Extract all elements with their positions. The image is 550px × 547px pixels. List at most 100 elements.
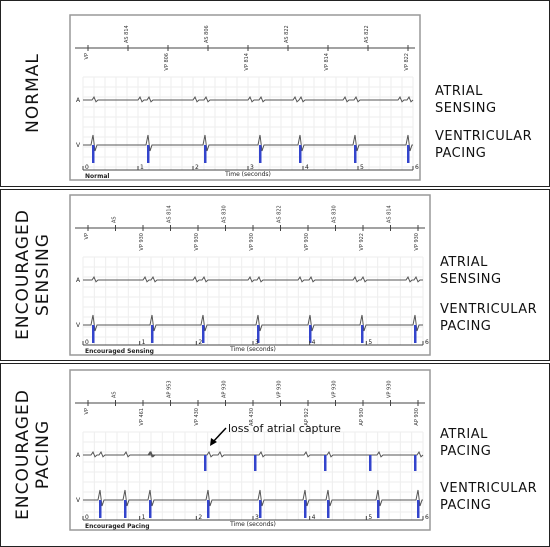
- time-tick-label: 0: [85, 514, 89, 521]
- time-tick-label: 1: [140, 164, 144, 171]
- annotation: loss of atrial capture: [228, 422, 341, 435]
- pace-spike: [124, 500, 127, 518]
- channel-description: VENTRICULAR: [440, 481, 537, 496]
- marker-label: AP 922: [304, 408, 310, 426]
- time-tick-label: 6: [415, 164, 419, 171]
- marker-label: VP 930: [332, 380, 338, 398]
- marker-label: VP 822: [404, 53, 410, 71]
- time-tick-label: 2: [195, 164, 199, 171]
- time-tick-label: 2: [198, 514, 202, 521]
- time-label: Time (seconds): [224, 171, 271, 178]
- channel-label: V: [76, 322, 81, 329]
- ventricular-trace: [83, 314, 423, 332]
- pace-spike: [149, 500, 152, 518]
- pace-spike: [99, 500, 102, 518]
- time-tick-label: 0: [85, 339, 89, 346]
- marker-label: AP 930: [222, 380, 228, 398]
- channel-description: PACING: [440, 498, 491, 513]
- time-tick-label: 4: [305, 164, 309, 171]
- marker-label: VP 930: [139, 233, 145, 251]
- strip-label: Normal: [85, 173, 109, 180]
- pace-spike: [207, 500, 210, 518]
- panel-title: ENCOURAGED: [13, 209, 33, 340]
- time-label: Time (seconds): [229, 521, 276, 528]
- pace-spike: [202, 325, 205, 343]
- marker-label: AS 822: [277, 205, 283, 223]
- time-tick-label: 4: [312, 339, 316, 346]
- marker-label: AS 822: [284, 25, 290, 43]
- marker-label: VP 814: [244, 53, 250, 71]
- channel-description: SENSING: [440, 272, 502, 287]
- pace-spike: [407, 145, 410, 163]
- marker-label: VP 461: [139, 408, 145, 426]
- time-tick-label: 5: [360, 164, 364, 171]
- channel-description: ATRIAL: [435, 84, 483, 99]
- pace-spike: [414, 325, 417, 343]
- channel-description: VENTRICULAR: [440, 302, 537, 317]
- time-tick-label: 5: [368, 514, 372, 521]
- pace-spike: [309, 325, 312, 343]
- pace-spike: [92, 145, 95, 163]
- time-tick-label: 3: [255, 514, 259, 521]
- marker-label: VP 806: [164, 53, 170, 71]
- pace-spike: [204, 455, 207, 471]
- pace-spike: [257, 325, 260, 343]
- time-tick-label: 1: [142, 514, 146, 521]
- pace-spike: [414, 455, 417, 471]
- time-tick-label: 2: [198, 339, 202, 346]
- marker-label: AS 814: [124, 25, 130, 43]
- pace-spike: [361, 325, 364, 343]
- channel-label: V: [76, 497, 81, 504]
- time-tick-label: 1: [142, 339, 146, 346]
- strip-frame: [69, 369, 431, 531]
- channel-description: ATRIAL: [440, 427, 488, 442]
- marker-label: VP 930: [277, 380, 283, 398]
- marker-label: AR 430: [249, 408, 255, 426]
- channel-description: PACING: [435, 146, 486, 161]
- panel-title: ENCOURAGED: [13, 389, 33, 520]
- marker-label: AP 930: [414, 408, 420, 426]
- marker-label: VP 930: [249, 233, 255, 251]
- time-tick-label: 3: [255, 339, 259, 346]
- marker-label: VP 922: [359, 233, 365, 251]
- marker-label: AS 806: [204, 25, 210, 43]
- channel-label: V: [76, 142, 81, 149]
- pace-spike: [254, 455, 257, 471]
- marker-label: AS 830: [332, 205, 338, 223]
- strip-frame: [69, 194, 431, 356]
- channel-description: PACING: [440, 444, 491, 459]
- channel-description: SENSING: [435, 101, 497, 116]
- pace-spike: [204, 145, 207, 163]
- atrial-trace: [83, 450, 424, 458]
- marker-label: VP 430: [194, 408, 200, 426]
- panel-title: PACING: [33, 420, 53, 489]
- marker-label: AS: [112, 391, 118, 398]
- pace-spike: [299, 145, 302, 163]
- time-tick-label: 3: [250, 164, 254, 171]
- channel-description: VENTRICULAR: [435, 129, 532, 144]
- pace-spike: [417, 500, 420, 518]
- pace-spike: [92, 325, 95, 343]
- marker-label: AS 814: [387, 205, 393, 223]
- panel-title: NORMAL: [23, 53, 43, 133]
- marker-label: AS 830: [222, 205, 228, 223]
- channel-description: ATRIAL: [440, 255, 488, 270]
- marker-label: AS: [112, 216, 118, 223]
- time-tick-label: 5: [368, 339, 372, 346]
- ventricular-trace: [83, 134, 413, 152]
- atrial-trace: [83, 95, 414, 103]
- pace-spike: [259, 145, 262, 163]
- time-tick-label: 0: [85, 164, 89, 171]
- marker-label: VP 814: [324, 53, 330, 71]
- ventricular-trace: [83, 489, 423, 507]
- pace-spike: [151, 325, 154, 343]
- marker-label: VP: [84, 53, 90, 59]
- time-tick-label: 6: [425, 339, 429, 346]
- marker-label: AP 953: [167, 380, 173, 398]
- pace-spike: [377, 500, 380, 518]
- pace-spike: [324, 455, 327, 471]
- marker-label: AP 930: [359, 408, 365, 426]
- marker-label: AS 822: [364, 25, 370, 43]
- channel-label: A: [76, 277, 81, 284]
